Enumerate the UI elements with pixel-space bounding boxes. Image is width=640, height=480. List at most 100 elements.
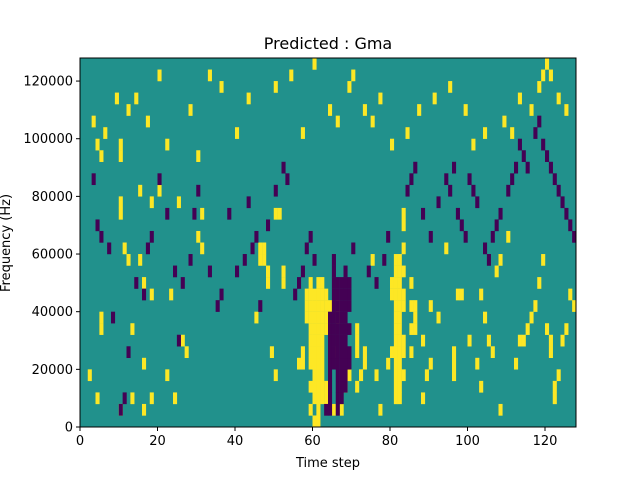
heatmap-cell-low — [142, 288, 147, 301]
heatmap-cell-high — [87, 369, 92, 382]
heatmap-cell-low — [343, 277, 348, 289]
heatmap-cell-high — [521, 334, 526, 347]
heatmap-cell-low — [335, 346, 340, 359]
heatmap-cell-high — [312, 58, 317, 70]
heatmap-cell-high — [393, 300, 398, 312]
heatmap-cell-high — [207, 69, 212, 82]
heatmap-cell-high — [475, 357, 480, 370]
heatmap-cell-high — [316, 300, 321, 312]
heatmap-cell-low — [347, 288, 352, 301]
heatmap-cell-high — [564, 323, 569, 335]
heatmap-cell-low — [386, 230, 391, 243]
heatmap-cell-low — [459, 219, 464, 232]
heatmap-cell-low — [107, 242, 112, 255]
heatmap-cell-high — [517, 92, 522, 105]
x-axis: 0 20 40 60 80 100 120 — [76, 427, 557, 449]
x-tick-label: 100 — [455, 434, 480, 449]
heatmap-cell-low — [95, 219, 100, 232]
y-axis: 0 20000 40000 60000 80000 100000 120000 — [23, 75, 80, 436]
heatmap-cell-high — [355, 323, 360, 335]
heatmap-cell-low — [246, 196, 251, 209]
heatmap-cell-high — [324, 311, 329, 324]
heatmap-cell-high — [479, 380, 484, 393]
heatmap-cell-high — [409, 323, 414, 335]
heatmap-cell-low — [382, 254, 387, 266]
heatmap-cell-high — [324, 300, 329, 312]
heatmap-cell-high — [436, 311, 441, 324]
heatmap-cell-high — [452, 369, 457, 382]
heatmap-cell-high — [281, 265, 286, 278]
heatmap-cell-low — [343, 357, 348, 370]
heatmap-cell-low — [91, 173, 96, 186]
heatmap-cell-low — [374, 277, 379, 289]
heatmap-cell-low — [533, 127, 538, 139]
heatmap-cell-high — [390, 138, 395, 151]
heatmap-cell-high — [525, 323, 530, 335]
heatmap-cell-high — [320, 346, 325, 359]
heatmap-cell-low — [339, 369, 344, 382]
heatmap-cell-low — [486, 254, 491, 266]
heatmap-cell-high — [157, 69, 162, 82]
heatmap-cell-high — [397, 288, 402, 301]
heatmap-cell-high — [537, 81, 542, 93]
heatmap-cell-high — [486, 334, 491, 347]
heatmap-cell-high — [548, 346, 553, 359]
heatmap-cell-low — [293, 288, 298, 301]
heatmap-cell-high — [91, 115, 96, 128]
heatmap-cell-high — [173, 392, 178, 405]
heatmap-cell-high — [328, 104, 333, 116]
heatmap-cell-high — [165, 369, 170, 382]
heatmap-cell-low — [548, 161, 553, 174]
heatmap-cell-low — [494, 219, 499, 232]
heatmap-cell-high — [537, 277, 542, 289]
heatmap-cell-high — [409, 300, 414, 312]
heatmap-cell-low — [111, 311, 116, 324]
heatmap-cell-low — [339, 357, 344, 370]
heatmap-cell-low — [300, 265, 305, 278]
y-tick-label: 0 — [65, 421, 73, 436]
heatmap-cell-low — [328, 403, 333, 416]
heatmap-cell-high — [393, 265, 398, 278]
heatmap-cell-high — [308, 403, 313, 416]
heatmap-cell-low — [347, 277, 352, 289]
heatmap-cell-high — [401, 300, 406, 312]
heatmap-cell-high — [320, 380, 325, 393]
heatmap-cell-high — [273, 207, 278, 220]
heatmap-cell-high — [424, 369, 429, 382]
heatmap-cell-low — [328, 380, 333, 393]
heatmap-cell-low — [328, 369, 333, 382]
x-tick-label: 60 — [304, 434, 321, 449]
heatmap-cell-high — [471, 138, 476, 151]
heatmap-cell-high — [494, 265, 499, 278]
heatmap-cell-high — [297, 357, 302, 370]
heatmap-cell-high — [324, 323, 329, 335]
heatmap-cell-high — [246, 92, 251, 105]
heatmap-cell-high — [316, 346, 321, 359]
heatmap-cell-high — [118, 150, 123, 162]
chart-title: Predicted : Gma — [264, 34, 392, 53]
heatmap-cell-high — [308, 357, 313, 370]
heatmap-cell-high — [320, 369, 325, 382]
heatmap-cell-high — [510, 127, 515, 139]
heatmap-cell-low — [483, 242, 488, 255]
heatmap-cell-high — [320, 334, 325, 347]
heatmap-cell-high — [281, 277, 286, 289]
heatmap-cell-high — [397, 254, 402, 266]
heatmap-cell-low — [328, 311, 333, 324]
heatmap-cell-low — [568, 219, 573, 232]
heatmap-cell-high — [304, 288, 309, 301]
heatmap-cell-high — [273, 81, 278, 93]
heatmap-cell-low — [552, 173, 557, 186]
heatmap-cell-high — [122, 242, 127, 255]
heatmap-cell-high — [308, 300, 313, 312]
heatmap-cell-high — [289, 69, 294, 82]
heatmap-cell-low — [157, 173, 162, 186]
heatmap-cell-high — [552, 392, 557, 405]
heatmap-cell-high — [378, 403, 383, 416]
heatmap-cell-low — [339, 277, 344, 289]
heatmap-cell-high — [421, 392, 426, 405]
heatmap-cell-high — [320, 357, 325, 370]
heatmap-cell-low — [173, 265, 178, 278]
heatmap-cell-low — [463, 230, 468, 243]
heatmap-cell-high — [568, 288, 573, 301]
